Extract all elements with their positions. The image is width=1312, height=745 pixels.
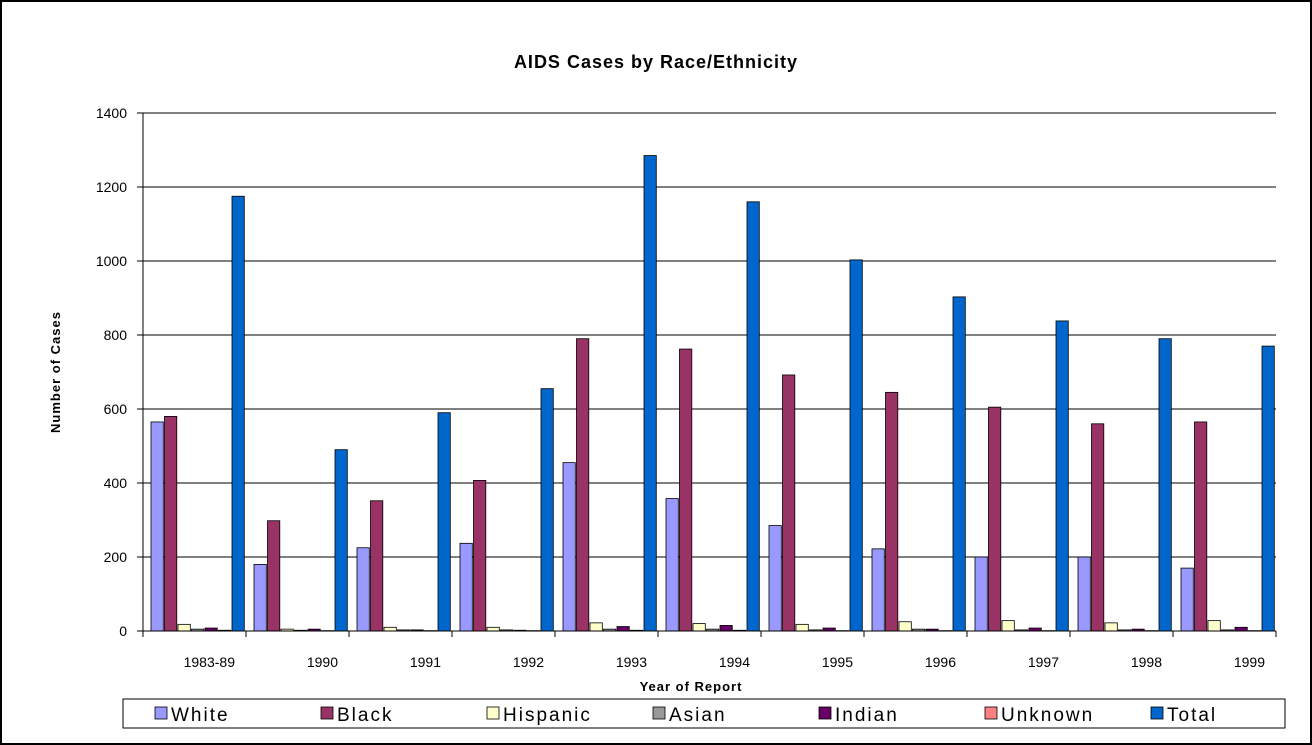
legend-label-unknown: Unknown xyxy=(1001,705,1094,726)
x-axis-ticks: 1983-89 1990 1991 1992 1993 1994 1995 1996 1997 1… xyxy=(142,631,1277,670)
bar-white xyxy=(665,498,679,632)
bar-black xyxy=(988,406,1002,632)
gridlines xyxy=(143,112,1276,558)
bar-white xyxy=(974,556,988,632)
x-tick-label: 1996 xyxy=(925,654,956,670)
bars-group xyxy=(150,155,1275,632)
bar-hispanic xyxy=(177,623,191,632)
bar-total xyxy=(1055,320,1069,632)
legend-label-hispanic: Hispanic xyxy=(503,705,592,726)
bar-white xyxy=(356,547,370,632)
legend-swatch-total xyxy=(1150,706,1164,720)
x-tick-label: 1995 xyxy=(822,654,853,670)
bar-black xyxy=(164,415,178,632)
legend-swatch-hispanic xyxy=(486,706,500,720)
x-tick-label: 1993 xyxy=(616,654,647,670)
bar-hispanic xyxy=(692,623,706,632)
x-axis-title: Year of Report xyxy=(640,679,743,694)
bar-total xyxy=(437,412,451,632)
bar-black xyxy=(267,520,281,632)
legend-label-total: Total xyxy=(1167,705,1217,726)
bar-total xyxy=(1158,338,1172,632)
bar-white xyxy=(1180,567,1194,632)
y-tick-label: 0 xyxy=(119,623,127,639)
bar-white xyxy=(150,421,164,632)
legend-swatch-black xyxy=(320,706,334,720)
y-axis-title: Number of Cases xyxy=(48,311,63,433)
bar-white xyxy=(459,542,473,632)
bar-total xyxy=(643,155,657,632)
bar-black xyxy=(473,480,487,632)
bar-black xyxy=(1091,423,1105,632)
bar-white xyxy=(562,462,576,632)
y-tick-label: 800 xyxy=(104,327,128,343)
bar-indian xyxy=(719,625,733,632)
legend-label-asian: Asian xyxy=(669,705,727,726)
bar-total xyxy=(849,259,863,632)
x-tick-label: 1994 xyxy=(719,654,750,670)
legend-swatch-asian xyxy=(652,706,666,720)
x-tick-label: 1998 xyxy=(1131,654,1162,670)
bar-hispanic xyxy=(1207,620,1221,632)
bar-indian xyxy=(616,626,630,632)
bar-white xyxy=(253,564,267,632)
legend-swatch-white xyxy=(154,706,168,720)
legend-label-white: White xyxy=(171,705,230,726)
x-tick-label: 1983-89 xyxy=(184,654,236,670)
legend-label-indian: Indian xyxy=(835,705,899,726)
bar-white xyxy=(768,525,782,632)
legend-swatch-indian xyxy=(818,706,832,720)
legend-swatch-unknown xyxy=(984,706,998,720)
axes xyxy=(142,113,1276,632)
bar-black xyxy=(679,348,693,632)
y-tick-label: 1000 xyxy=(96,253,127,269)
bar-total xyxy=(334,449,348,632)
bar-white xyxy=(1077,556,1091,632)
bar-hispanic xyxy=(589,622,603,632)
bar-hispanic xyxy=(383,626,397,632)
bar-hispanic xyxy=(1104,622,1118,632)
bar-hispanic xyxy=(486,626,500,632)
x-tick-label: 1990 xyxy=(307,654,338,670)
bar-white xyxy=(871,548,885,632)
x-tick-label: 1992 xyxy=(513,654,544,670)
legend: White Black Hispanic Asian Indian Unknown Tota… xyxy=(122,698,1286,729)
y-tick-label: 400 xyxy=(104,475,128,491)
x-tick-label: 1999 xyxy=(1234,654,1265,670)
bar-hispanic xyxy=(1001,620,1015,632)
bar-total xyxy=(746,201,760,632)
bar-total xyxy=(952,296,966,632)
bar-black xyxy=(1194,421,1208,632)
y-tick-label: 1400 xyxy=(96,105,127,121)
bar-total xyxy=(231,195,245,632)
legend-box xyxy=(122,698,1286,729)
bar-total xyxy=(1261,345,1275,632)
bar-black xyxy=(576,338,590,632)
bar-black xyxy=(370,500,384,632)
bar-indian xyxy=(1234,626,1248,632)
bar-black xyxy=(782,374,796,632)
y-axis-ticks: 0 200 400 600 800 1000 1200 1400 xyxy=(96,105,143,639)
bar-total xyxy=(540,388,554,632)
bar-black xyxy=(885,391,899,632)
x-tick-label: 1997 xyxy=(1028,654,1059,670)
chart-title: AIDS Cases by Race/Ethnicity xyxy=(514,52,798,72)
x-tick-label: 1991 xyxy=(410,654,441,670)
y-tick-label: 600 xyxy=(104,401,128,417)
y-tick-label: 1200 xyxy=(96,179,127,195)
y-tick-label: 200 xyxy=(104,549,128,565)
bar-hispanic xyxy=(795,623,809,632)
legend-label-black: Black xyxy=(337,705,393,726)
bar-hispanic xyxy=(898,621,912,632)
